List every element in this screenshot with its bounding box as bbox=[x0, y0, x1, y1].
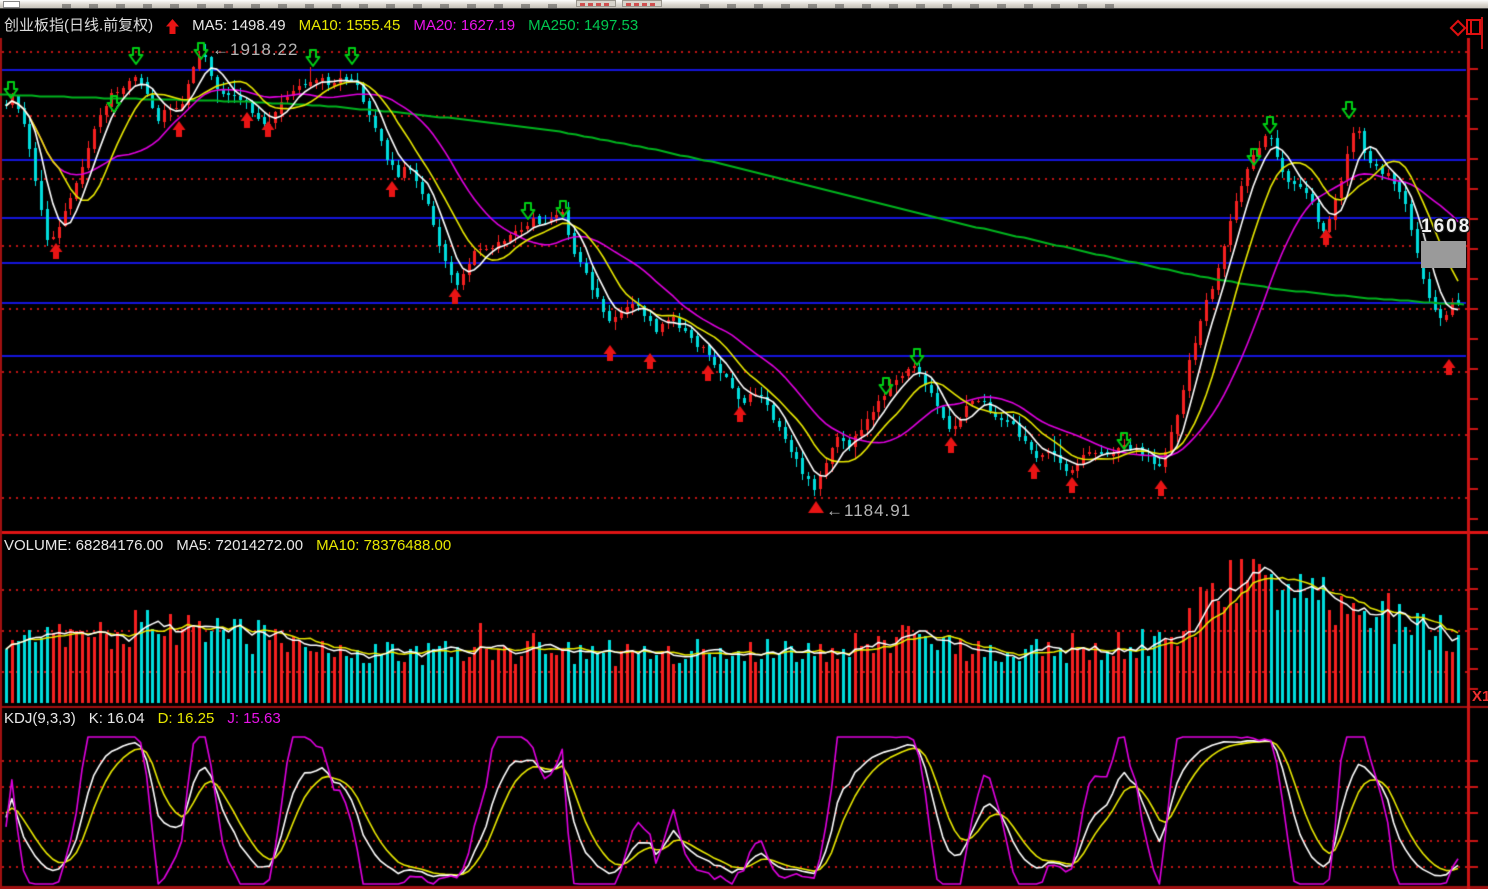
volume-scale-label: X1 bbox=[1472, 688, 1488, 705]
ma10-readout: MA10: 1555.45 bbox=[298, 17, 401, 34]
kdj-title: KDJ(9,3,3) bbox=[4, 710, 76, 727]
kdj-d-readout: D: 16.25 bbox=[157, 710, 215, 727]
toolbar-remnant bbox=[62, 4, 562, 8]
toolbar-button[interactable] bbox=[622, 0, 662, 7]
kdj-k-readout: K: 16.04 bbox=[88, 710, 145, 727]
volume-ma10-readout: MA10: 78376488.00 bbox=[316, 537, 452, 554]
volume-ma5-readout: MA5: 72014272.00 bbox=[176, 537, 304, 554]
last-price-label: 1608 bbox=[1421, 216, 1472, 237]
ma250-readout: MA250: 1497.53 bbox=[528, 17, 639, 34]
ma5-readout: MA5: 1498.49 bbox=[192, 17, 286, 34]
top-menu-bar bbox=[0, 0, 1488, 9]
kdj-panel-header: KDJ(9,3,3) K: 16.04 D: 16.25 J: 15.63 bbox=[4, 710, 281, 728]
price-panel-header: 创业板指(日线.前复权) MA5: 1498.49 MA10: 1555.45 … bbox=[4, 17, 638, 35]
ma20-readout: MA20: 1627.19 bbox=[413, 17, 516, 34]
panel-edge-line bbox=[1481, 17, 1483, 49]
toolbar-field[interactable] bbox=[3, 1, 20, 8]
axis-drag-handle[interactable] bbox=[1421, 241, 1466, 268]
buy-signal-icon bbox=[166, 18, 180, 34]
period-low-annotation: ←1184.91 bbox=[826, 501, 912, 520]
toolbar-remnant bbox=[700, 4, 1130, 8]
kdj-j-readout: J: 15.63 bbox=[227, 710, 281, 727]
volume-readout: VOLUME: 68284176.00 bbox=[4, 537, 164, 554]
split-window-icon[interactable] bbox=[1466, 19, 1481, 35]
volume-panel-header: VOLUME: 68284176.00 MA5: 72014272.00 MA1… bbox=[4, 537, 451, 555]
toolbar-button[interactable] bbox=[576, 0, 616, 7]
period-high-annotation: ←1918.22 bbox=[212, 40, 299, 59]
chart-title: 创业板指(日线.前复权) bbox=[4, 17, 154, 34]
